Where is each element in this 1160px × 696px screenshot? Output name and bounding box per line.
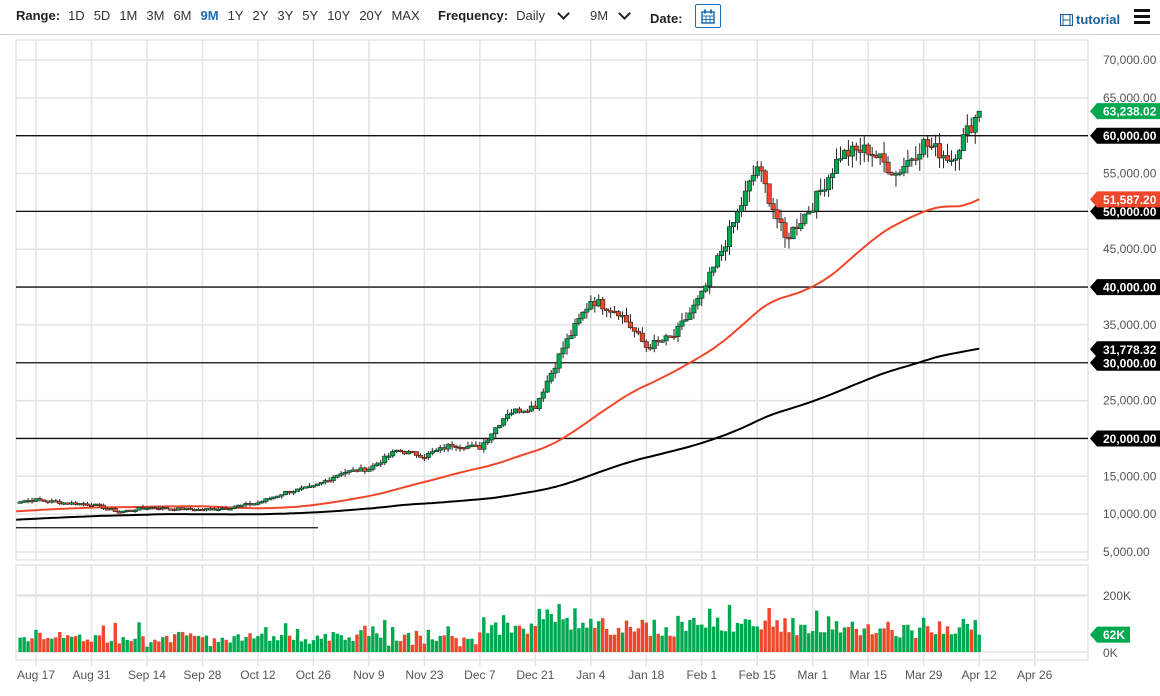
x-axis-tick: Nov 23 [405, 668, 443, 682]
ma-slow-line [16, 347, 980, 521]
volume-panel [15, 564, 1089, 661]
range-option-1m[interactable]: 1M [119, 8, 138, 23]
range-option-1y[interactable]: 1Y [227, 8, 244, 23]
y-axis-tick: 65,000.00 [1103, 91, 1157, 105]
range-option-3y[interactable]: 3Y [277, 8, 294, 23]
x-axis-tick: Sep 28 [183, 668, 221, 682]
range-option-5d[interactable]: 5D [93, 8, 111, 23]
film-icon [1060, 13, 1073, 26]
y-axis-tick: 10,000.00 [1103, 507, 1157, 521]
volume-bars [18, 604, 981, 652]
date-picker: Date: [650, 4, 721, 28]
x-axis-tick: Mar 15 [850, 668, 888, 682]
calendar-button[interactable] [694, 4, 721, 28]
svg-text:50,000.00: 50,000.00 [1103, 205, 1157, 219]
range-option-6m[interactable]: 6M [173, 8, 192, 23]
tutorial-label[interactable]: tutorial [1076, 12, 1121, 27]
range-selector: Range: 1D 5D 1M 3M 6M 9M 1Y 2Y 3Y 5Y 10Y 20Y MAX [16, 8, 429, 23]
ma-fast-line [16, 198, 980, 513]
y-axis-tick: 45,000.00 [1103, 242, 1157, 256]
range-option-1d[interactable]: 1D [68, 8, 85, 23]
range-label: Range: [16, 8, 61, 23]
x-axis-tick: Jan 4 [576, 668, 606, 682]
range-option-5y[interactable]: 5Y [302, 8, 319, 23]
candlesticks [17, 110, 982, 514]
svg-text:20,000.00: 20,000.00 [1103, 432, 1157, 446]
volume-tag: 62K [1090, 626, 1130, 643]
x-axis-tick: Nov 9 [353, 668, 385, 682]
price-tag: 20,000.00 [1090, 430, 1160, 447]
price-tag: 40,000.00 [1090, 279, 1160, 296]
volume-axis-tick: 200K [1103, 589, 1131, 603]
x-axis-tick: Oct 12 [240, 668, 276, 682]
price-tag: 30,000.00 [1090, 354, 1160, 371]
x-axis-tick: Dec 21 [516, 668, 554, 682]
x-axis-tick: Apr 12 [962, 668, 998, 682]
x-axis-tick: Mar 29 [905, 668, 943, 682]
x-axis-tick: Oct 26 [296, 668, 332, 682]
x-axis-tick: Jan 18 [628, 668, 664, 682]
svg-text:40,000.00: 40,000.00 [1103, 281, 1157, 295]
price-panel [15, 39, 1089, 561]
x-axis-tick: Feb 1 [686, 668, 717, 682]
toolbar: Range: 1D 5D 1M 3M 6M 9M 1Y 2Y 3Y 5Y 10Y 20Y MAX Fre… [0, 0, 1160, 34]
range-option-2y[interactable]: 2Y [252, 8, 269, 23]
price-tag: 60,000.00 [1090, 127, 1160, 144]
svg-text:30,000.00: 30,000.00 [1103, 356, 1157, 370]
y-axis-tick: 5,000.00 [1103, 545, 1150, 559]
y-axis-tick: 25,000.00 [1103, 394, 1157, 408]
range-option-3m[interactable]: 3M [146, 8, 165, 23]
price-tag: 63,238.02 [1090, 103, 1160, 120]
frequency-label: Frequency: [438, 8, 509, 23]
x-axis-tick: Sep 14 [128, 668, 166, 682]
price-tag: 51,587.20 [1090, 191, 1160, 208]
svg-text:60,000.00: 60,000.00 [1103, 129, 1157, 143]
date-label: Date: [650, 10, 683, 26]
period-value[interactable]: 9M [590, 8, 609, 23]
toolbar-divider [0, 34, 1160, 35]
frequency-value[interactable]: Daily [516, 8, 545, 23]
svg-text:62K: 62K [1103, 628, 1125, 642]
range-option-10y[interactable]: 10Y [327, 8, 351, 23]
x-axis-tick: Apr 26 [1017, 668, 1053, 682]
svg-text:31,778.32: 31,778.32 [1103, 343, 1157, 357]
x-axis-tick: Mar 1 [797, 668, 828, 682]
x-axis-tick: Dec 7 [464, 668, 496, 682]
frequency-selector[interactable]: Frequency: Daily [438, 7, 570, 23]
range-option-20y[interactable]: 20Y [359, 8, 383, 23]
y-axis-tick: 15,000.00 [1103, 469, 1157, 483]
range-options: 1D 5D 1M 3M 6M 9M 1Y 2Y 3Y 5Y 10Y 20Y MAX [68, 8, 429, 23]
price-tag: 50,000.00 [1090, 203, 1160, 220]
tutorial-link[interactable]: tutorial [1060, 12, 1120, 27]
y-axis-tick: 35,000.00 [1103, 318, 1157, 332]
period-dropdown[interactable]: 9M [590, 7, 631, 23]
x-axis-tick: Feb 15 [739, 668, 777, 682]
svg-text:63,238.02: 63,238.02 [1103, 105, 1157, 119]
range-option-max[interactable]: MAX [391, 8, 420, 23]
svg-text:51,587.20: 51,587.20 [1103, 193, 1157, 207]
y-axis-tick: 70,000.00 [1103, 53, 1157, 67]
price-tag: 31,778.32 [1090, 341, 1160, 358]
hamburger-menu-icon[interactable] [1134, 9, 1150, 27]
y-axis-tick: 55,000.00 [1103, 167, 1157, 181]
calendar-icon [700, 9, 715, 24]
range-option-9m[interactable]: 9M [200, 8, 219, 23]
x-axis-tick: Aug 17 [17, 668, 55, 682]
x-axis-tick: Aug 31 [72, 668, 110, 682]
volume-axis-tick: 0K [1103, 646, 1118, 660]
